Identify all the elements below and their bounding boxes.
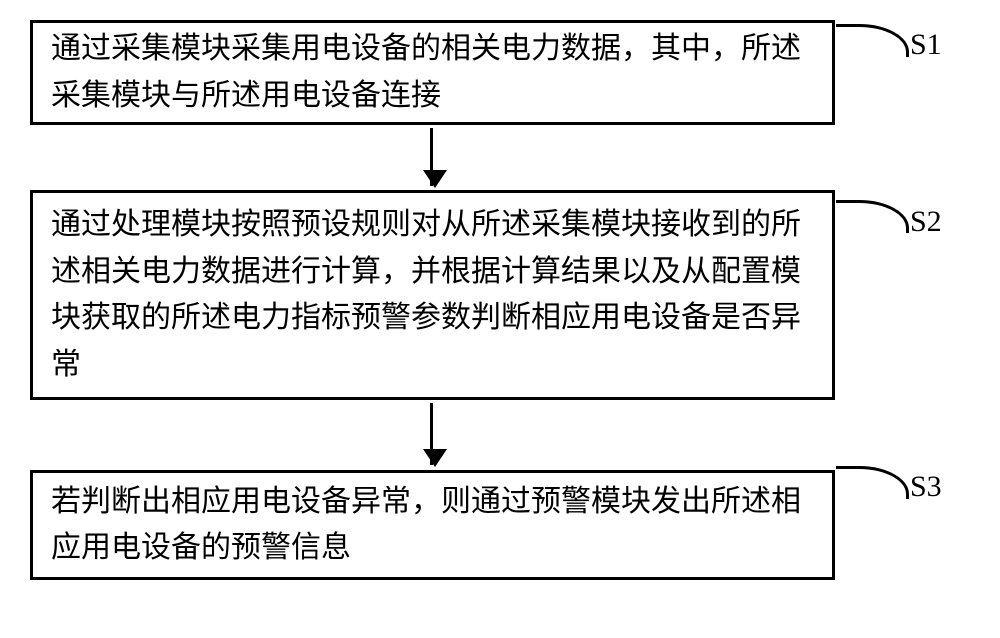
flow-label-s1: S1 xyxy=(910,28,942,62)
flow-node-text-s2: 通过处理模块按照预设规则对从所述采集模块接收到的所述相关电力数据进行计算，并根据… xyxy=(51,202,814,388)
flow-node-text-s1: 通过采集模块采集用电设备的相关电力数据，其中，所述采集模块与所述用电设备连接 xyxy=(51,26,814,119)
flow-node-text-s3: 若判断出相应用电设备异常，则通过预警模块发出所述相应用电设备的预警信息 xyxy=(51,479,814,572)
flow-node-s2: 通过处理模块按照预设规则对从所述采集模块接收到的所述相关电力数据进行计算，并根据… xyxy=(30,190,835,400)
label-connector-s2 xyxy=(836,200,909,233)
flowchart-canvas: 通过采集模块采集用电设备的相关电力数据，其中，所述采集模块与所述用电设备连接 S1… xyxy=(0,0,1000,638)
flow-node-s1: 通过采集模块采集用电设备的相关电力数据，其中，所述采集模块与所述用电设备连接 xyxy=(30,20,835,125)
arrow-s2-s3 xyxy=(430,403,433,465)
label-connector-s1 xyxy=(836,24,909,57)
flow-label-s2: S2 xyxy=(910,205,942,239)
arrow-s1-s2 xyxy=(430,128,433,186)
label-connector-s3 xyxy=(836,466,909,499)
flow-label-s3: S3 xyxy=(910,470,942,504)
flow-node-s3: 若判断出相应用电设备异常，则通过预警模块发出所述相应用电设备的预警信息 xyxy=(30,470,835,580)
